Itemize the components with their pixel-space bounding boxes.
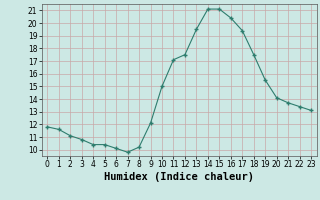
X-axis label: Humidex (Indice chaleur): Humidex (Indice chaleur) xyxy=(104,172,254,182)
